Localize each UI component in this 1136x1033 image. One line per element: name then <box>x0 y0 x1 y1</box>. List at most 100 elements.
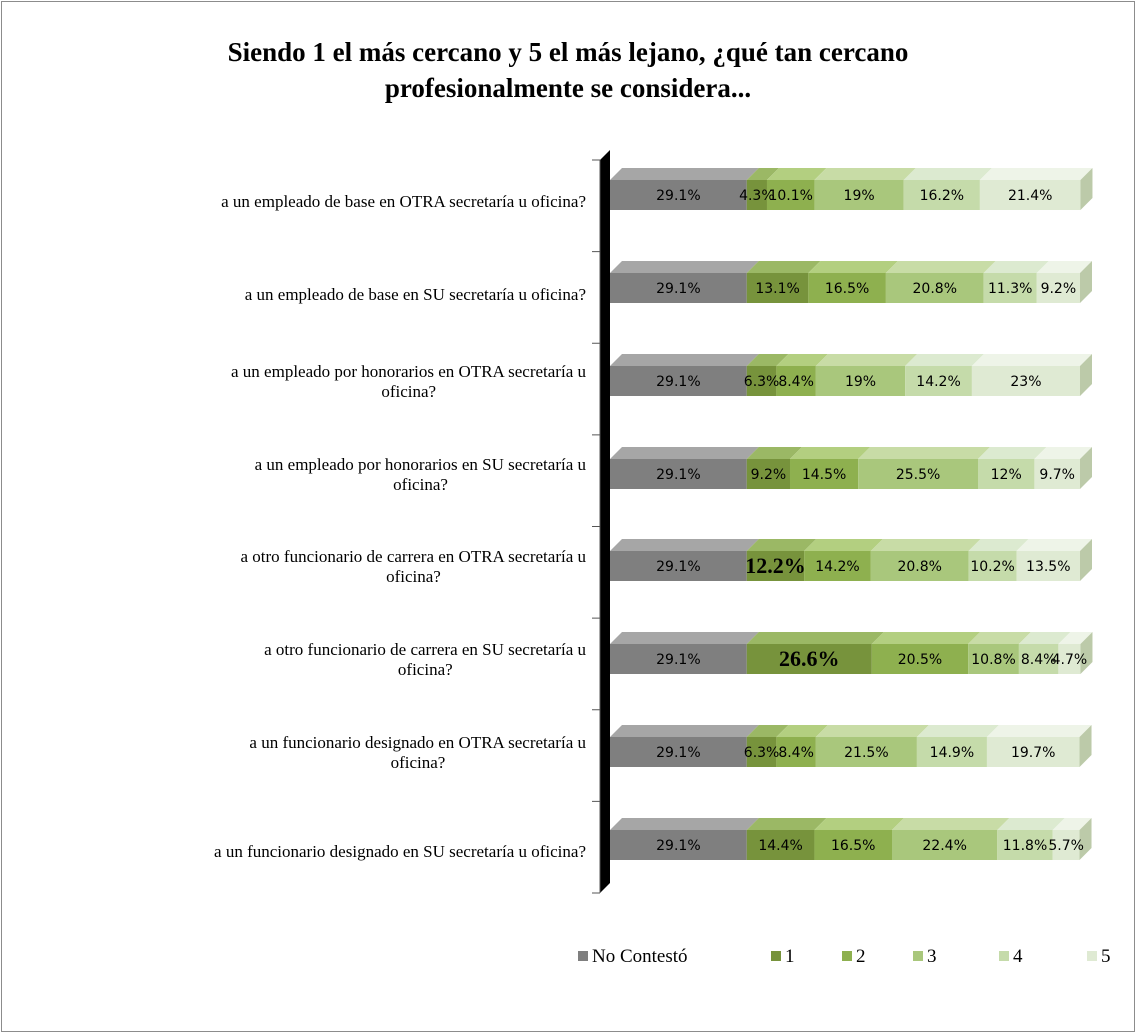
data-label: 10.8% <box>971 652 1015 668</box>
bar-segment-top <box>746 539 817 551</box>
data-label: 29.1% <box>656 652 700 668</box>
category-label: a un empleado por honorarios en SU secre… <box>255 455 587 474</box>
category-label: a un funcionario designado en SU secreta… <box>214 842 586 861</box>
data-label: 13.1% <box>755 281 799 297</box>
data-label: 21.5% <box>844 745 888 761</box>
bar-segment <box>610 551 747 581</box>
bar-segment-top <box>814 168 916 180</box>
bar-segment-top <box>983 261 1049 273</box>
bar-segment-top <box>903 168 992 180</box>
legend-swatch <box>578 951 588 961</box>
data-label: 10.2% <box>970 559 1014 575</box>
bar-segment <box>979 180 1081 210</box>
data-label: 29.1% <box>656 745 700 761</box>
category-label: a otro funcionario de carrera en SU secr… <box>264 640 586 659</box>
data-label: 29.1% <box>656 467 700 483</box>
bar-end-face <box>1080 354 1092 396</box>
bar-segment-top <box>746 632 884 644</box>
bar-segment-top <box>610 818 759 830</box>
bar-segment <box>610 180 747 210</box>
chart-title-line-1: Siendo 1 el más cercano y 5 el más lejan… <box>227 37 909 67</box>
bar-segment-top <box>610 632 759 644</box>
bar-row <box>610 818 1092 860</box>
data-label: 20.8% <box>897 559 941 575</box>
category-label: oficina? <box>398 660 453 679</box>
data-label: 13.5% <box>1026 559 1070 575</box>
bar-segment <box>997 830 1053 860</box>
bar-segment <box>986 737 1080 767</box>
legend-swatch <box>771 951 781 961</box>
category-label: oficina? <box>393 475 448 494</box>
bar-segment <box>916 737 987 767</box>
bar-end-face <box>1079 818 1092 860</box>
legend-label: 4 <box>1013 946 1023 967</box>
data-label: 4.3% <box>739 188 775 204</box>
bar-segment-top <box>892 818 1010 830</box>
data-label: 12.2% <box>745 553 806 578</box>
bar-row <box>610 168 1093 210</box>
bar-segment <box>968 551 1017 581</box>
legend: No Contestó 1 2 3 4 5 <box>578 946 1111 967</box>
bar-segment-top <box>885 261 996 273</box>
bar-segment-top <box>746 168 779 180</box>
data-label: 25.5% <box>896 467 940 483</box>
bar-segment <box>746 551 805 581</box>
bar-segment <box>1036 273 1080 303</box>
bar-segment <box>814 180 904 210</box>
bar-segment <box>892 830 998 860</box>
data-label: 14.2% <box>916 374 960 390</box>
bar-segment <box>610 644 747 674</box>
bar-segment <box>610 459 747 489</box>
bar-segment-top <box>916 725 999 737</box>
data-label: 26.6% <box>779 646 840 671</box>
bar-segment <box>815 366 906 396</box>
bar-segment <box>1034 459 1080 489</box>
bar-segment <box>871 644 969 674</box>
bar-segment-top <box>776 354 828 366</box>
legend-swatch <box>1087 951 1097 961</box>
data-label: 29.1% <box>656 838 700 854</box>
legend-label: 5 <box>1101 946 1111 967</box>
category-label: a un empleado de base en SU secretaría u… <box>245 285 586 304</box>
bar-end-face <box>1080 261 1092 303</box>
bar-segment <box>1018 644 1059 674</box>
bar-row <box>610 261 1092 303</box>
legend-swatch <box>913 951 923 961</box>
bar-segment <box>766 180 815 210</box>
data-label: 6.3% <box>744 745 780 761</box>
bar-end-face <box>1080 447 1092 489</box>
bar-segment-top <box>610 725 759 737</box>
bar-segment <box>870 551 969 581</box>
bar-segment-top <box>986 725 1092 737</box>
bar-segment-top <box>610 354 759 366</box>
bar-segment-top <box>610 447 759 459</box>
bar-segment-top <box>804 539 883 551</box>
category-label: a un empleado por honorarios en OTRA sec… <box>231 362 586 381</box>
bar-row <box>610 539 1092 581</box>
bar-segment <box>746 366 777 396</box>
bar-segment-top <box>1058 632 1093 644</box>
bar-segment-top <box>905 354 984 366</box>
bar-segment <box>804 551 871 581</box>
data-label: 19% <box>845 374 876 390</box>
category-label: a otro funcionario de carrera en OTRA se… <box>241 547 587 566</box>
data-label: 8.4% <box>778 745 814 761</box>
legend-swatch <box>999 951 1009 961</box>
bar-segment-top <box>1016 539 1092 551</box>
data-label: 10.1% <box>768 188 812 204</box>
data-label: 9.2% <box>751 467 787 483</box>
bar-segment <box>815 737 917 767</box>
bar-segment <box>1052 830 1080 860</box>
bar-segment <box>983 273 1037 303</box>
bar-segment-top <box>1018 632 1071 644</box>
data-label: 22.4% <box>922 838 966 854</box>
bar-segment-top <box>746 725 789 737</box>
bar-segment <box>905 366 972 396</box>
bar-row <box>610 447 1092 489</box>
data-label: 5.7% <box>1048 838 1084 854</box>
bar-segment <box>968 644 1019 674</box>
bar-segment <box>746 737 777 767</box>
bar-segment-top <box>814 818 904 830</box>
bar-segment-top <box>746 447 803 459</box>
axis-wall <box>600 150 610 893</box>
